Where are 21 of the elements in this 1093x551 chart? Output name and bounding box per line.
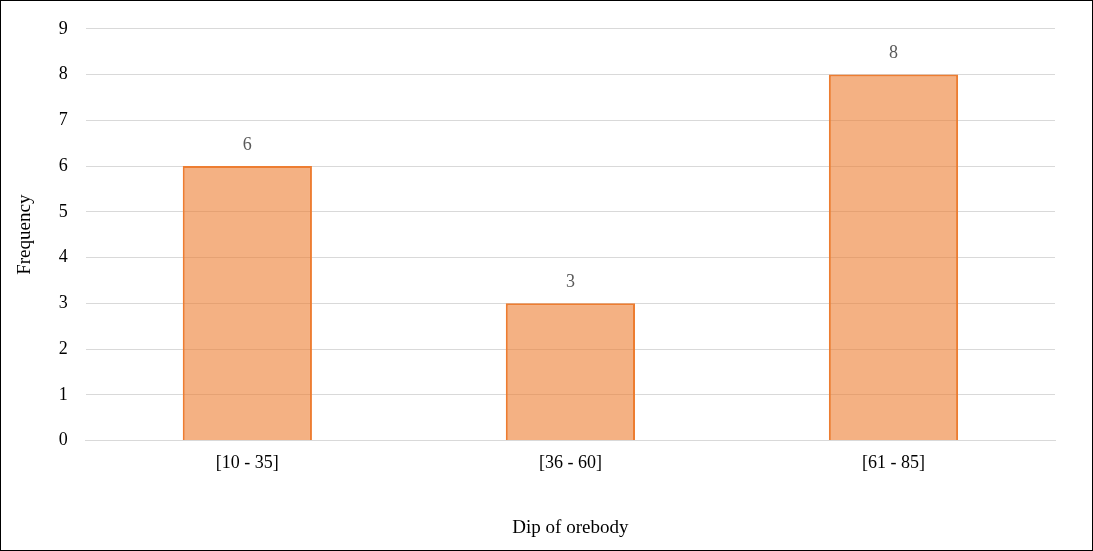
y-tick-label: 2 [58, 337, 68, 358]
y-tick-label: 1 [58, 383, 68, 404]
bar [182, 166, 312, 441]
y-tick-label: 3 [58, 292, 68, 313]
y-tick-label: 9 [58, 17, 68, 38]
y-tick-label: 8 [58, 63, 68, 84]
y-tick-label: 6 [58, 154, 68, 175]
y-tick-label: 0 [58, 429, 68, 450]
data-label: 8 [888, 42, 898, 63]
y-tick-label: 4 [58, 246, 68, 267]
x-tick-label: [61 - 85] [861, 452, 925, 473]
x-tick-label: [10 - 35] [215, 452, 279, 473]
x-axis-title: Dip of orebody [512, 515, 629, 537]
y-axis-title: Frequency [13, 194, 35, 275]
bar [828, 74, 959, 441]
y-tick-label: 5 [58, 200, 68, 221]
data-label: 6 [242, 133, 252, 154]
bar [505, 303, 636, 441]
x-tick-label: [36 - 60] [538, 452, 602, 473]
data-label: 3 [565, 271, 575, 292]
y-tick-label: 7 [58, 109, 68, 130]
